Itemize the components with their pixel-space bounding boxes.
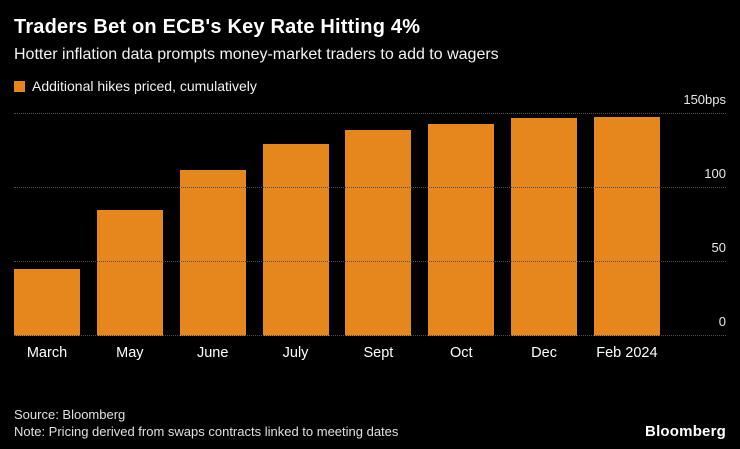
gridline — [14, 113, 726, 114]
note-text: Note: Pricing derived from swaps contrac… — [14, 424, 399, 440]
x-axis-label: July — [282, 345, 309, 361]
bar-oct — [428, 124, 495, 336]
bar-march — [14, 269, 80, 336]
x-axis-label: March — [26, 345, 68, 361]
gridline — [14, 187, 726, 189]
bars-container — [14, 114, 660, 336]
x-axis-label: Oct — [449, 345, 473, 361]
gridline — [14, 335, 726, 336]
plot-area: 150bps 100 50 0 — [14, 92, 726, 336]
legend-swatch-icon — [14, 80, 25, 92]
y-axis-tick-label: 100 — [704, 166, 726, 182]
bar-feb-2024 — [593, 116, 660, 336]
gridline — [14, 261, 726, 263]
y-axis-tick-label: 0 — [718, 314, 726, 329]
chart-subtitle: Hotter inflation data prompts money-mark… — [14, 46, 499, 63]
chart-legend: Additional hikes priced, cumulatively — [14, 78, 726, 94]
bar-may — [96, 210, 163, 336]
x-axis-label: Sept — [363, 345, 394, 361]
bar-sept — [345, 130, 412, 336]
x-axis-label: June — [196, 345, 229, 361]
x-axis-labels: March May June July Sept Oct Dec Feb 2024 — [14, 345, 660, 361]
bar-dec — [511, 118, 578, 336]
y-axis-tick-label: 150bps — [683, 92, 726, 107]
x-axis-label: May — [116, 345, 144, 361]
x-axis-label: Feb 2024 — [596, 345, 658, 361]
bar-june — [179, 170, 246, 336]
y-axis-tick-label: 50 — [711, 240, 726, 256]
bloomberg-logo: Bloomberg — [645, 423, 726, 440]
legend-label: Additional hikes priced, cumulatively — [32, 78, 257, 94]
chart-title: Traders Bet on ECB's Key Rate Hitting 4% — [14, 16, 421, 38]
source-text: Source: Bloomberg — [14, 407, 126, 423]
bar-july — [262, 143, 329, 336]
source-note: Source: Bloomberg Note: Pricing derived … — [14, 407, 398, 441]
x-axis-label: Dec — [531, 345, 557, 361]
